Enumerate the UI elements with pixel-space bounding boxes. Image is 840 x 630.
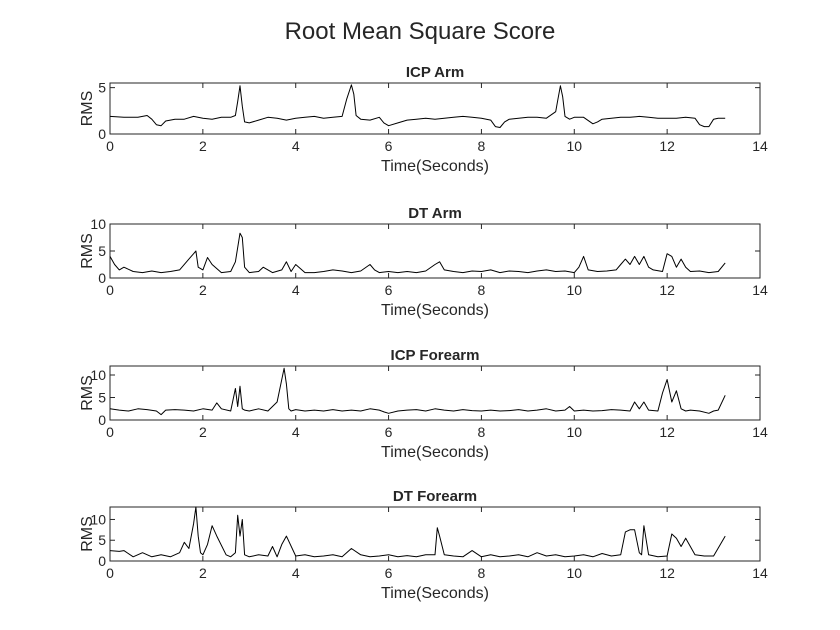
y-tick-label: 5 [98, 243, 106, 259]
series-line-1 [109, 232, 726, 274]
x-axis-label: Time(Seconds) [381, 585, 489, 602]
x-tick-label: 8 [478, 138, 486, 154]
x-tick-label: 6 [385, 565, 393, 581]
y-tick-label: 5 [98, 532, 106, 548]
y-tick-label: 0 [98, 126, 106, 142]
x-tick-label: 4 [292, 282, 300, 298]
y-axis-label: RMS [79, 516, 96, 552]
x-tick-label: 14 [752, 565, 768, 581]
x-tick-label: 4 [292, 424, 300, 440]
x-tick-label: 2 [199, 282, 207, 298]
x-tick-label: 2 [199, 565, 207, 581]
y-axis-label: RMS [79, 91, 96, 127]
y-tick-label: 0 [98, 270, 106, 286]
y-tick-label: 10 [90, 216, 106, 232]
y-axis-label: RMS [79, 233, 96, 269]
x-tick-label: 10 [566, 565, 582, 581]
x-tick-label: 12 [659, 282, 675, 298]
x-axis-label: Time(Seconds) [381, 444, 489, 461]
subplot-3: 0 2 4 6 8 10 12 14 0 5 10 ICP Forearm Time(Seconds) R… [79, 347, 768, 461]
x-tick-label: 6 [385, 424, 393, 440]
x-tick-label: 6 [385, 138, 393, 154]
series-line-1 [109, 84, 726, 128]
figure-title: Root Mean Square Score [284, 18, 556, 45]
subplot-title: ICP Forearm [391, 347, 480, 364]
x-tick-label: 14 [752, 138, 768, 154]
subplot-4: 0 2 4 6 8 10 12 14 0 5 10 DT Forearm Time(Seconds) RM… [79, 488, 768, 602]
y-tick-label: 10 [90, 511, 106, 527]
y-tick-label: 5 [98, 80, 106, 96]
x-tick-label: 10 [566, 138, 582, 154]
y-tick-label: 0 [98, 412, 106, 428]
x-axis-label: Time(Seconds) [381, 302, 489, 319]
x-tick-label: 2 [199, 138, 207, 154]
y-tick-label: 0 [98, 553, 106, 569]
subplot-1: 0 2 4 6 8 10 12 14 0 5 ICP Arm Time(Seconds) RMS [79, 64, 768, 175]
subplot-title: DT Arm [408, 205, 462, 222]
x-tick-label: 12 [659, 138, 675, 154]
x-tick-label: 8 [478, 424, 486, 440]
x-tick-label: 0 [106, 138, 114, 154]
series-line-1 [109, 367, 726, 416]
x-tick-label: 0 [106, 282, 114, 298]
x-tick-label: 0 [106, 424, 114, 440]
subplot-title: DT Forearm [393, 488, 477, 505]
axes-box [109, 82, 761, 135]
x-tick-label: 8 [478, 565, 486, 581]
x-tick-label: 14 [752, 282, 768, 298]
x-tick-label: 12 [659, 424, 675, 440]
y-axis-label: RMS [79, 375, 96, 411]
x-tick-label: 12 [659, 565, 675, 581]
subplot-title: ICP Arm [406, 64, 464, 81]
y-tick-label: 10 [90, 367, 106, 383]
x-tick-label: 6 [385, 282, 393, 298]
x-tick-label: 0 [106, 565, 114, 581]
x-axis-label: Time(Seconds) [381, 158, 489, 175]
axes-box [109, 365, 761, 421]
subplot-2: 0 2 4 6 8 10 12 14 0 5 10 DT Arm Time(Seconds) RMS [79, 205, 768, 319]
x-tick-label: 14 [752, 424, 768, 440]
x-tick-label: 4 [292, 565, 300, 581]
x-tick-label: 2 [199, 424, 207, 440]
series-line-1 [109, 506, 726, 558]
x-tick-label: 8 [478, 282, 486, 298]
x-tick-label: 10 [566, 424, 582, 440]
x-tick-label: 10 [566, 282, 582, 298]
x-tick-label: 4 [292, 138, 300, 154]
y-tick-label: 5 [98, 390, 106, 406]
